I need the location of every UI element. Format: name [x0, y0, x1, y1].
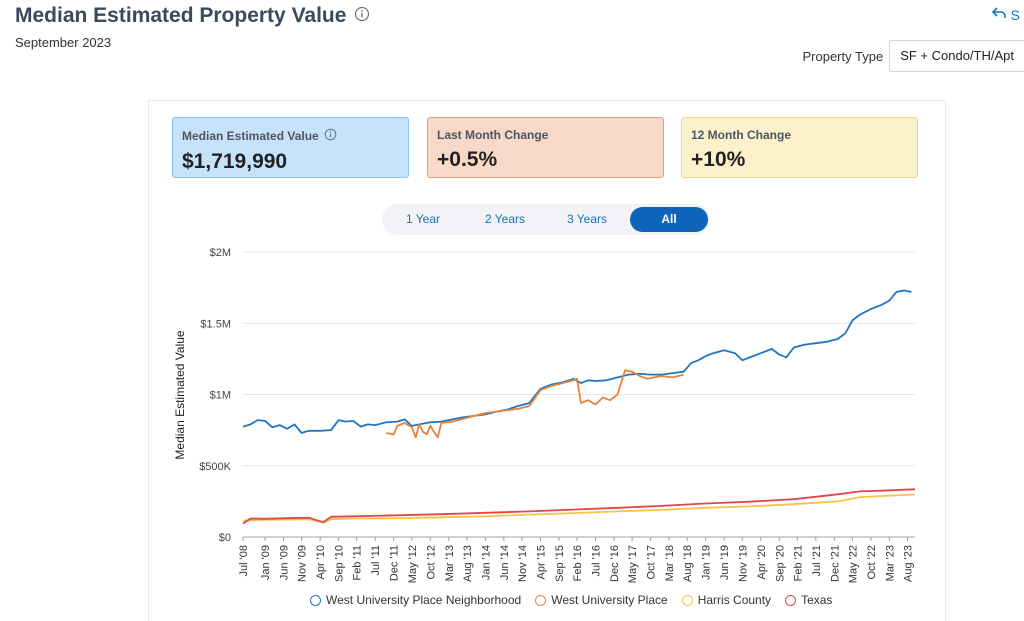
y-tick-label: $2M — [210, 247, 231, 259]
x-tick-label: Nov '19 — [737, 545, 749, 582]
range-all-button[interactable]: All — [630, 207, 708, 232]
x-tick-label: Dec '16 — [609, 545, 621, 582]
x-tick-label: Feb '21 — [792, 545, 804, 581]
legend-label-city: West University Place — [551, 593, 668, 607]
share-button[interactable]: S — [991, 6, 1020, 23]
x-tick-label: Jun '19 — [719, 545, 731, 580]
legend-label-neighborhood: West University Place Neighborhood — [326, 593, 522, 607]
x-tick-label: Jul '11 — [370, 545, 382, 576]
x-tick-label: Jan '09 — [260, 545, 272, 580]
y-tick-label: $1M — [210, 390, 231, 402]
twelve-month-change-value: +10% — [691, 148, 746, 171]
share-icon — [991, 6, 1007, 23]
x-tick-label: Sep '20 — [774, 545, 786, 582]
x-tick-label: Apr '10 — [315, 545, 327, 580]
legend-item-state[interactable]: Texas — [785, 593, 832, 607]
x-tick-label: Jul '16 — [591, 545, 603, 576]
legend-marker-county — [681, 594, 693, 606]
x-tick-label: Nov '09 — [297, 545, 309, 582]
range-2-years-button[interactable]: 2 Years — [484, 212, 526, 226]
page-title: Median Estimated Property Value — [15, 4, 370, 28]
x-tick-label: May '12 — [407, 545, 419, 583]
x-tick-label: Aug '18 — [682, 545, 694, 582]
legend-marker-neighborhood — [310, 594, 321, 606]
x-tick-label: May '22 — [847, 545, 859, 583]
page-title-text: Median Estimated Property Value — [15, 4, 347, 27]
x-tick-label: Dec '21 — [829, 545, 841, 582]
property-type-control: Property Type SF + Condo/TH/Apt — [802, 40, 1024, 72]
x-tick-label: Feb '11 — [352, 545, 364, 581]
chart-legend: West University Place Neighborhood West … — [310, 593, 832, 607]
page-subtitle: September 2023 — [15, 35, 112, 50]
median-value-label-row: Median Estimated Value — [182, 128, 399, 144]
x-tick-label: Mar '13 — [444, 545, 456, 581]
last-month-change-value: +0.5% — [437, 148, 498, 171]
x-tick-label: Aug '13 — [462, 545, 474, 582]
last-month-change-label: Last Month Change — [437, 128, 549, 142]
last-month-change-card: Last Month Change +0.5% — [427, 117, 664, 178]
legend-item-county[interactable]: Harris County — [681, 593, 772, 607]
x-tick-label: Aug '23 — [903, 545, 915, 582]
chart-panel — [148, 100, 946, 621]
legend-label-state: Texas — [801, 593, 833, 607]
legend-item-city[interactable]: West University Place — [535, 593, 668, 607]
x-tick-label: Oct '22 — [866, 545, 878, 580]
property-type-select[interactable]: SF + Condo/TH/Apt — [889, 40, 1024, 72]
median-value-card: Median Estimated Value $1,719,990 — [172, 117, 409, 178]
y-tick-label: $0 — [219, 532, 231, 544]
x-tick-label: Oct '12 — [425, 545, 437, 580]
x-tick-label: Sep '15 — [554, 545, 566, 582]
x-tick-label: Mar '18 — [664, 545, 676, 581]
series-line-state — [242, 488, 916, 525]
y-tick-label: $1.5M — [200, 318, 231, 330]
range-3-years-button[interactable]: 3 Years — [566, 212, 608, 226]
x-tick-label: Oct '17 — [646, 545, 658, 580]
median-value: $1,719,990 — [182, 150, 288, 173]
x-tick-label: Nov '14 — [517, 545, 529, 582]
range-1-year-button[interactable]: 1 Year — [405, 212, 441, 226]
x-tick-label: Jun '14 — [499, 545, 511, 580]
x-tick-label: Jun '09 — [279, 545, 291, 580]
x-tick-label: Dec '11 — [389, 545, 401, 581]
x-tick-label: Jan '19 — [701, 545, 713, 580]
info-icon[interactable] — [354, 4, 370, 28]
x-tick-label: Mar '23 — [884, 545, 896, 581]
x-tick-label: Apr '15 — [535, 545, 547, 580]
x-tick-label: Jul '21 — [811, 545, 823, 576]
legend-marker-city — [535, 594, 547, 606]
x-tick-label: Apr '20 — [756, 545, 768, 580]
legend-item-neighborhood[interactable]: West University Place Neighborhood — [310, 593, 521, 607]
twelve-month-change-label: 12 Month Change — [691, 128, 792, 142]
series-line-city — [386, 369, 684, 439]
x-tick-label: Jul '08 — [238, 545, 250, 576]
property-type-label: Property Type — [802, 48, 884, 64]
x-tick-label: Feb '16 — [572, 545, 584, 581]
y-tick-label: $500K — [199, 461, 231, 473]
time-range-selector: 1 Year 2 Years 3 Years All — [382, 204, 710, 235]
x-tick-label: May '17 — [627, 545, 639, 583]
x-tick-label: Sep '10 — [334, 545, 346, 582]
series-line-neighborhood — [242, 289, 912, 434]
median-value-label: Median Estimated Value — [182, 129, 319, 143]
twelve-month-change-card: 12 Month Change +10% — [681, 117, 918, 178]
x-tick-label: Jan '14 — [480, 545, 492, 580]
share-label: S — [1010, 6, 1020, 23]
info-icon[interactable] — [324, 128, 337, 144]
legend-label-county: Harris County — [697, 593, 772, 607]
legend-marker-state — [785, 594, 797, 606]
